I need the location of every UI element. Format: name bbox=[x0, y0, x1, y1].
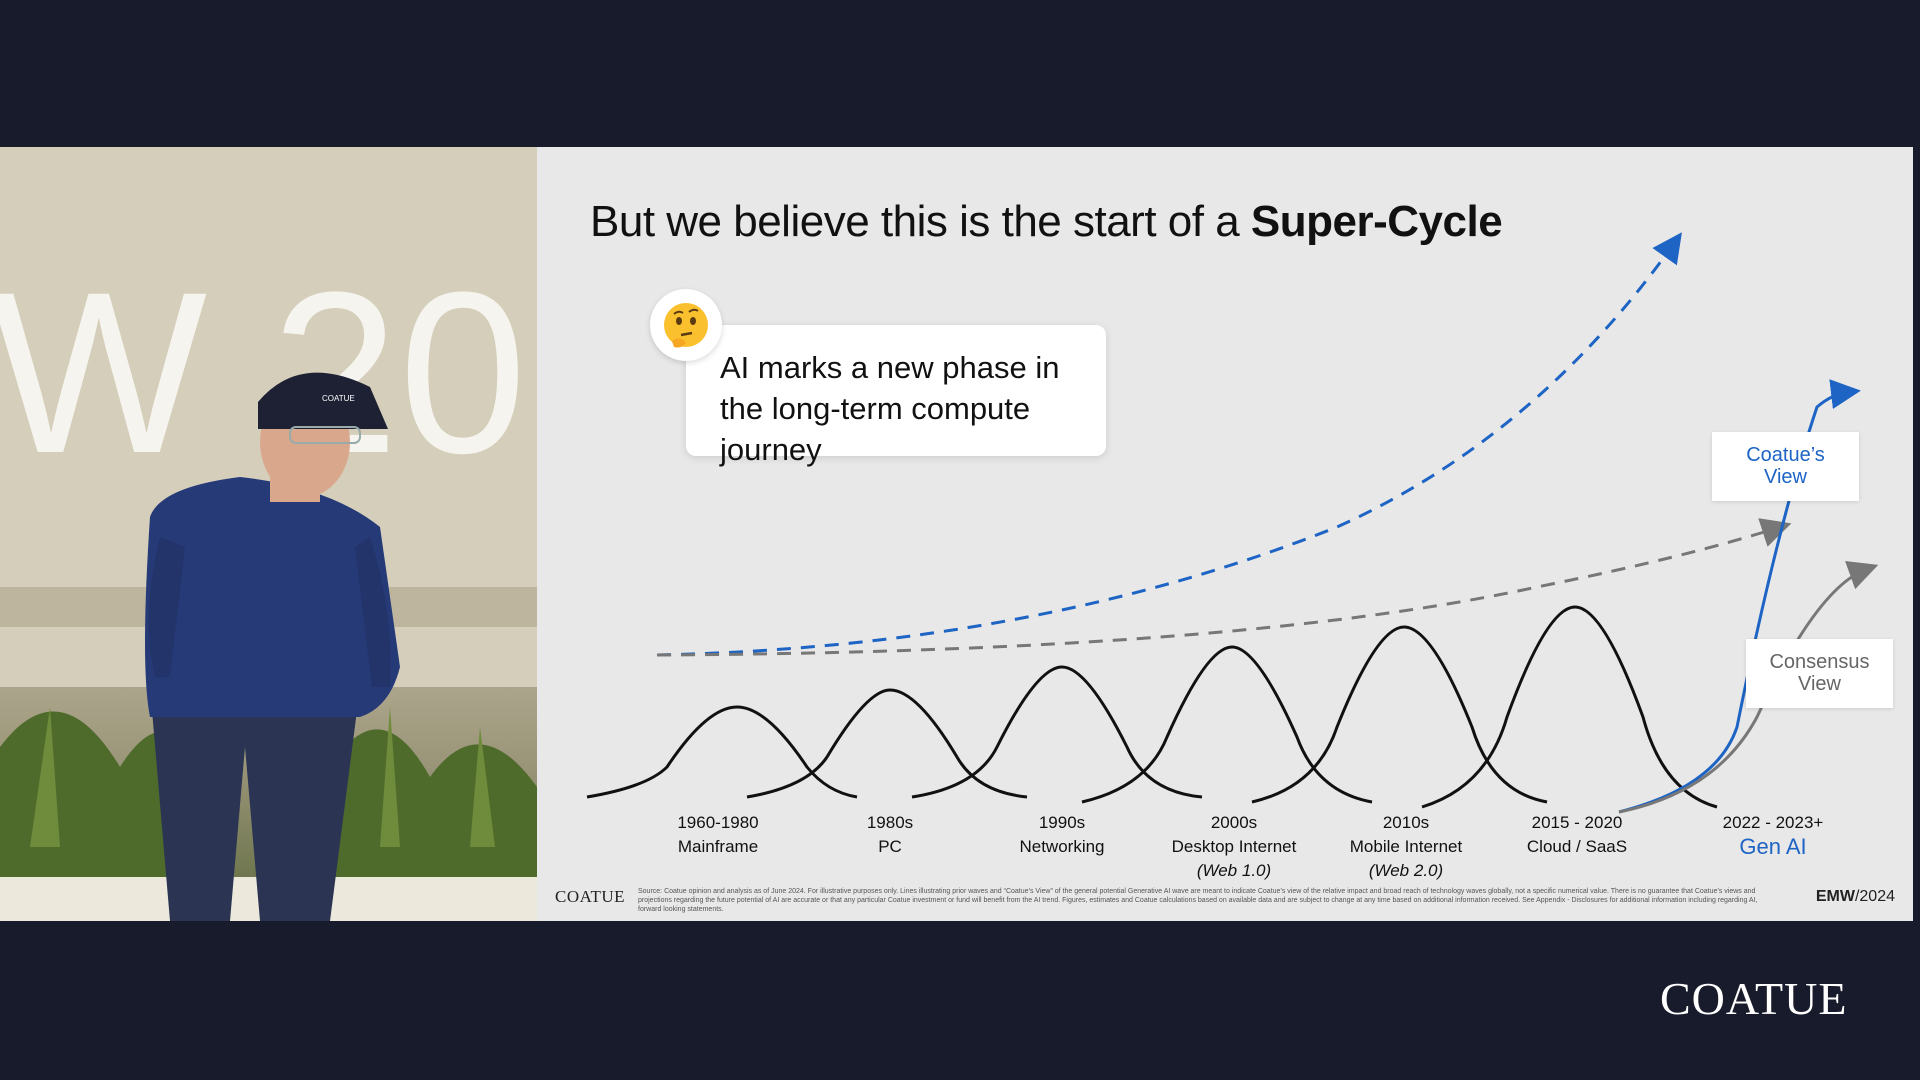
era-label: 2000s Desktop Internet (Web 1.0) bbox=[1149, 811, 1319, 883]
cap-logo: COATUE bbox=[322, 394, 355, 403]
era-years: 2022 - 2023+ bbox=[1722, 813, 1824, 832]
footer-event: EMW/2024 bbox=[1816, 888, 1895, 906]
era-label: 2015 - 2020 Cloud / SaaS bbox=[1492, 811, 1662, 859]
era-name: Cloud / SaaS bbox=[1526, 837, 1628, 856]
era-label: 1990s Networking bbox=[977, 811, 1147, 859]
slide-title: But we believe this is the start of a Su… bbox=[590, 197, 1503, 247]
era-years: 2015 - 2020 bbox=[1531, 813, 1623, 832]
coatue-view-dashed-line bbox=[656, 232, 1682, 657]
wave-desktop-internet bbox=[1081, 645, 1373, 804]
era-years: 1990s bbox=[1038, 813, 1086, 832]
consensus-dashed-line bbox=[656, 518, 1792, 657]
footer-event-rest: /2024 bbox=[1854, 888, 1895, 905]
super-cycle-chart bbox=[586, 232, 1879, 814]
era-years: 2010s bbox=[1382, 813, 1430, 832]
coatue-view-label: Coatue’s View bbox=[1712, 432, 1859, 501]
footer-brand: COATUE bbox=[555, 887, 626, 906]
era-years: 2000s bbox=[1210, 813, 1258, 832]
era-label: 2022 - 2023+ Gen AI bbox=[1688, 811, 1858, 859]
era-label: 1980s PC bbox=[805, 811, 975, 859]
era-sub: (Web 2.0) bbox=[1368, 861, 1444, 880]
era-sub: (Web 1.0) bbox=[1196, 861, 1272, 880]
era-name-gen-ai: Gen AI bbox=[1739, 834, 1807, 859]
era-name: Networking bbox=[1019, 837, 1105, 856]
callout-box: AI marks a new phase in the long-term co… bbox=[686, 325, 1106, 467]
stage-photo: W 20 COATUE bbox=[0, 147, 537, 921]
corner-brand-logo: COATUE bbox=[1660, 973, 1848, 1024]
gen-ai-consensus-line bbox=[1618, 561, 1879, 814]
era-years: 1960-1980 bbox=[677, 813, 759, 832]
wave-cloud-saas bbox=[1421, 605, 1718, 809]
coatue-view-text: Coatue’s View bbox=[1746, 444, 1825, 488]
wave-networking bbox=[911, 665, 1203, 799]
gen-ai-coatue-line bbox=[1618, 379, 1861, 814]
consensus-view-text: Consensus View bbox=[1769, 651, 1870, 695]
era-name: Desktop Internet bbox=[1171, 837, 1297, 856]
era-years: 1980s bbox=[866, 813, 914, 832]
wave-curves bbox=[586, 605, 1718, 809]
footer-disclaimer: Source: Coatue opinion and analysis as o… bbox=[638, 888, 1758, 913]
footer-event-bold: EMW bbox=[1815, 888, 1855, 905]
wave-pc bbox=[746, 688, 1028, 799]
era-name: PC bbox=[878, 837, 902, 856]
era-name: Mainframe bbox=[677, 837, 759, 856]
speaker-scene: W 20 COATUE bbox=[0, 147, 537, 921]
consensus-view-label: Consensus View bbox=[1746, 639, 1893, 708]
wave-mainframe bbox=[586, 705, 858, 799]
era-name: Mobile Internet bbox=[1349, 837, 1463, 856]
speaker: COATUE bbox=[145, 372, 400, 921]
era-label: 1960-1980 Mainframe bbox=[633, 811, 803, 859]
thinking-face-icon bbox=[650, 289, 722, 361]
era-label: 2010s Mobile Internet (Web 2.0) bbox=[1321, 811, 1491, 883]
slide-title-bold: Super-Cycle bbox=[1250, 197, 1503, 246]
callout-text: AI marks a new phase in the long-term co… bbox=[720, 350, 1060, 467]
presentation-slide: But we believe this is the start of a Su… bbox=[537, 147, 1913, 921]
slide-title-plain: But we believe this is the start of a bbox=[590, 197, 1251, 246]
wave-mobile-internet bbox=[1251, 625, 1548, 804]
